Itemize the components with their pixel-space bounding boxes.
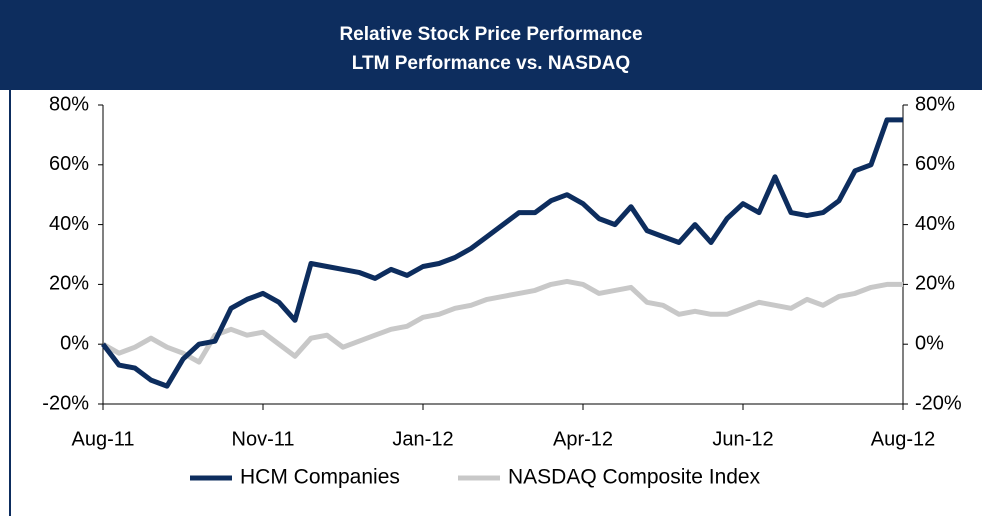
x-tick-label: Aug-12: [871, 428, 936, 450]
y2-tick-label: 20%: [915, 273, 955, 295]
legend-label: HCM Companies: [240, 466, 400, 489]
y-tick-label: 60%: [49, 153, 89, 175]
y-tick-label: 0%: [60, 332, 89, 354]
y-tick-label: 40%: [49, 213, 89, 235]
x-tick-label: Jun-12: [712, 428, 773, 450]
x-tick-label: Apr-12: [553, 428, 613, 450]
y2-tick-label: -20%: [915, 392, 962, 414]
x-tick-label: Aug-11: [71, 428, 134, 450]
series-line: [101, 278, 903, 365]
y2-tick-label: 40%: [915, 213, 955, 235]
y2-tick-label: 0%: [915, 332, 944, 354]
chart-title: Relative Stock Price Performance: [339, 24, 642, 45]
chart-subtitle: LTM Performance vs. NASDAQ: [352, 53, 630, 74]
y2-tick-label: 80%: [915, 93, 955, 115]
legend-label: NASDAQ Composite Index: [508, 466, 761, 489]
x-tick-label: Nov-11: [232, 428, 295, 450]
header-band: [0, 0, 982, 90]
y2-tick-label: 60%: [915, 153, 955, 175]
y-tick-label: 80%: [49, 93, 89, 115]
y-tick-label: -20%: [42, 392, 89, 414]
y-tick-label: 20%: [49, 273, 89, 295]
x-tick-label: Jan-12: [392, 428, 453, 450]
series-line: [101, 117, 903, 389]
